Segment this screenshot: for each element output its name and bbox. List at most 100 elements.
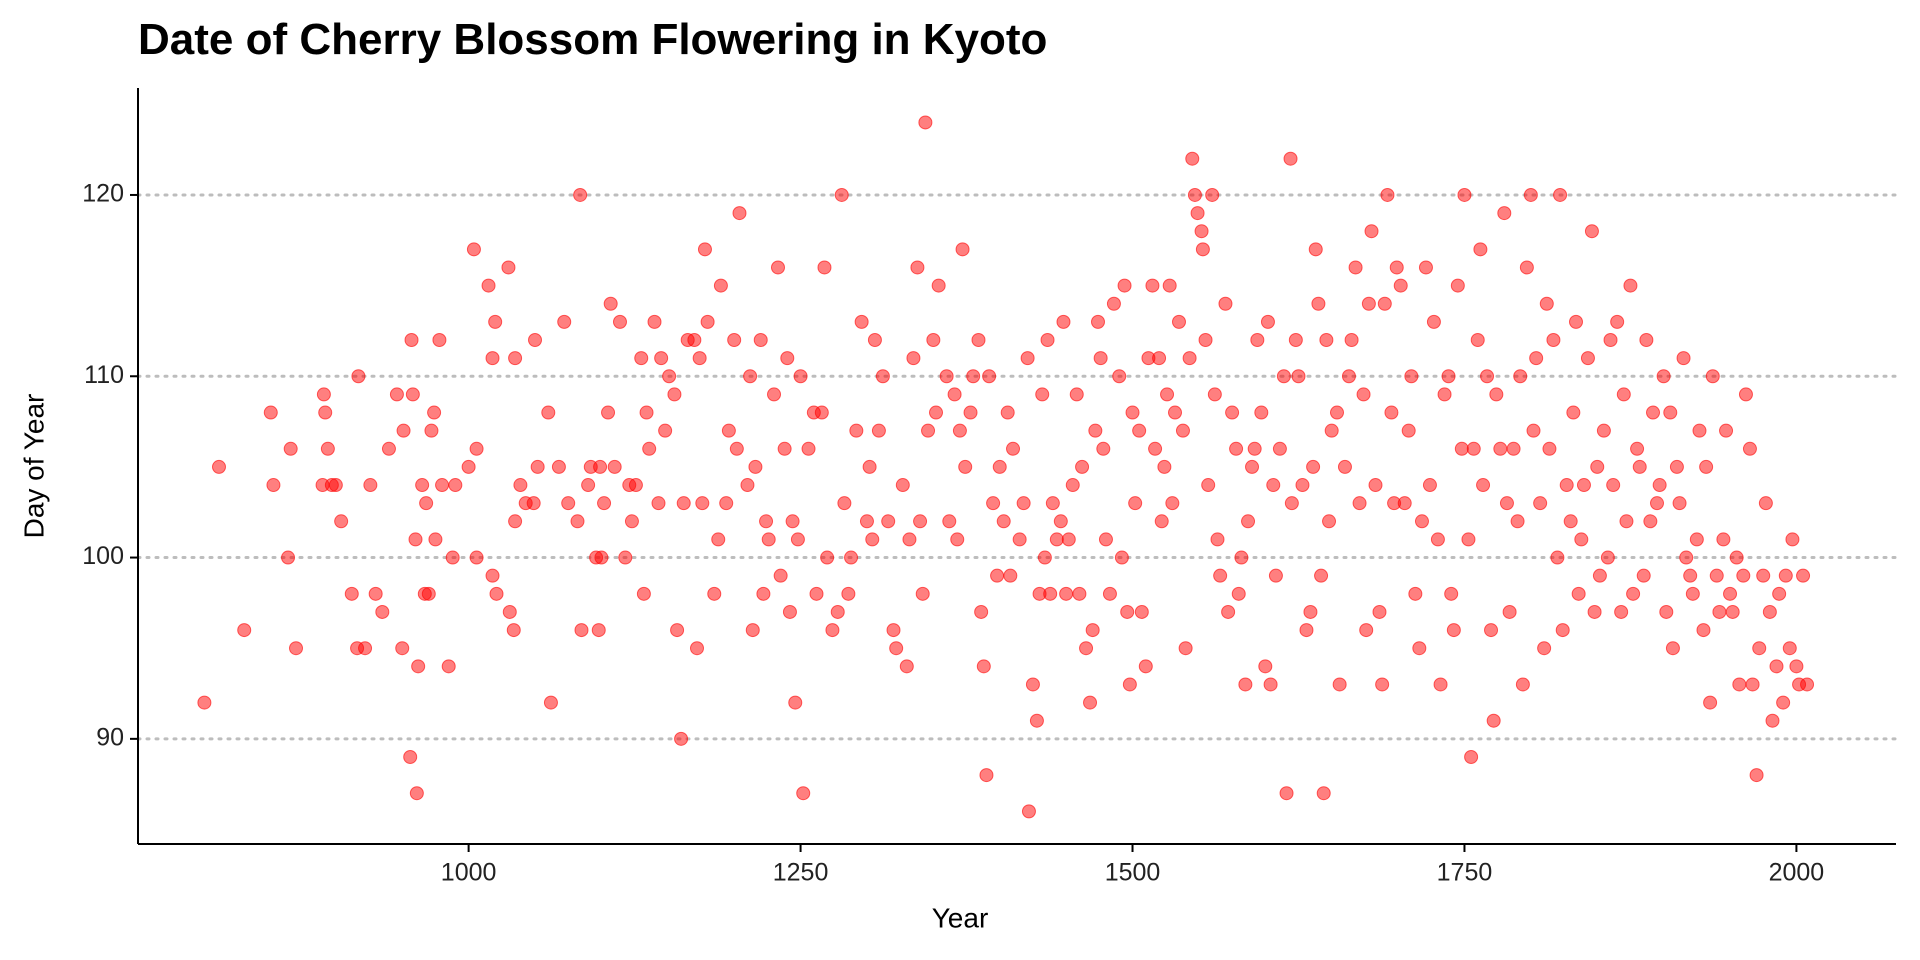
point bbox=[1422, 478, 1437, 493]
point bbox=[817, 260, 832, 275]
point bbox=[1626, 586, 1641, 601]
point bbox=[634, 351, 649, 366]
point bbox=[950, 532, 965, 547]
point bbox=[849, 423, 864, 438]
point bbox=[1433, 677, 1448, 692]
point bbox=[1276, 369, 1291, 384]
point bbox=[1580, 351, 1595, 366]
point bbox=[727, 333, 742, 347]
point bbox=[844, 550, 859, 565]
point bbox=[834, 187, 849, 202]
point bbox=[419, 496, 434, 511]
point bbox=[1672, 496, 1687, 511]
point bbox=[1523, 187, 1538, 202]
point bbox=[1268, 568, 1283, 583]
point bbox=[1093, 351, 1108, 366]
point bbox=[918, 115, 933, 130]
point bbox=[906, 351, 921, 366]
point bbox=[283, 441, 298, 456]
point bbox=[358, 641, 373, 656]
point bbox=[448, 478, 463, 493]
point bbox=[506, 623, 521, 638]
point bbox=[1021, 804, 1036, 819]
point bbox=[1316, 786, 1331, 801]
point bbox=[1308, 242, 1323, 257]
point bbox=[1669, 459, 1684, 474]
point bbox=[770, 260, 785, 275]
point bbox=[551, 459, 566, 474]
point bbox=[1742, 441, 1757, 456]
point bbox=[889, 641, 904, 656]
point bbox=[788, 695, 803, 710]
point bbox=[1412, 641, 1427, 656]
point bbox=[628, 478, 643, 493]
y-tick-label: 110 bbox=[84, 361, 124, 389]
point bbox=[1732, 677, 1747, 692]
point bbox=[528, 333, 543, 347]
point bbox=[351, 369, 366, 384]
point bbox=[654, 351, 669, 366]
point bbox=[1012, 532, 1027, 547]
point bbox=[1207, 387, 1222, 402]
point bbox=[1059, 586, 1074, 601]
point bbox=[1542, 441, 1557, 456]
point bbox=[381, 441, 396, 456]
point bbox=[1470, 333, 1485, 347]
point bbox=[825, 623, 840, 638]
point bbox=[1306, 459, 1321, 474]
point bbox=[1772, 586, 1787, 601]
point bbox=[1194, 224, 1209, 239]
point bbox=[1171, 314, 1186, 329]
point bbox=[1291, 369, 1306, 384]
point bbox=[570, 514, 585, 529]
point bbox=[1319, 333, 1334, 347]
point bbox=[1299, 623, 1314, 638]
point bbox=[1241, 514, 1256, 529]
point bbox=[1656, 369, 1671, 384]
point bbox=[1122, 677, 1137, 692]
point bbox=[1324, 423, 1339, 438]
point bbox=[1758, 496, 1773, 511]
point bbox=[1696, 623, 1711, 638]
point bbox=[1361, 296, 1376, 311]
point bbox=[1247, 441, 1262, 456]
point bbox=[1245, 459, 1260, 474]
point bbox=[793, 369, 808, 384]
point bbox=[732, 206, 747, 221]
point bbox=[1187, 187, 1202, 202]
point bbox=[1636, 568, 1651, 583]
point bbox=[1736, 568, 1751, 583]
point bbox=[561, 496, 576, 511]
point bbox=[1035, 387, 1050, 402]
point bbox=[1128, 496, 1143, 511]
point bbox=[1003, 568, 1018, 583]
x-tick-label: 2000 bbox=[1769, 859, 1825, 887]
point bbox=[1138, 659, 1153, 674]
point bbox=[1789, 659, 1804, 674]
point bbox=[266, 478, 281, 493]
point bbox=[1102, 586, 1117, 601]
point bbox=[1437, 387, 1452, 402]
point bbox=[1745, 677, 1760, 692]
point bbox=[1225, 405, 1240, 420]
point bbox=[814, 405, 829, 420]
point bbox=[1205, 187, 1220, 202]
point bbox=[502, 604, 517, 619]
point bbox=[1689, 532, 1704, 547]
point bbox=[601, 405, 616, 420]
point bbox=[1408, 586, 1423, 601]
point bbox=[1045, 496, 1060, 511]
point bbox=[996, 514, 1011, 529]
point bbox=[1380, 187, 1395, 202]
point bbox=[1466, 441, 1481, 456]
point bbox=[1134, 604, 1149, 619]
point bbox=[461, 459, 476, 474]
point bbox=[1630, 441, 1645, 456]
point bbox=[1364, 224, 1379, 239]
point bbox=[1546, 333, 1561, 347]
point bbox=[1065, 478, 1080, 493]
point bbox=[1600, 550, 1615, 565]
point bbox=[871, 423, 886, 438]
point bbox=[1699, 459, 1714, 474]
point bbox=[485, 351, 500, 366]
